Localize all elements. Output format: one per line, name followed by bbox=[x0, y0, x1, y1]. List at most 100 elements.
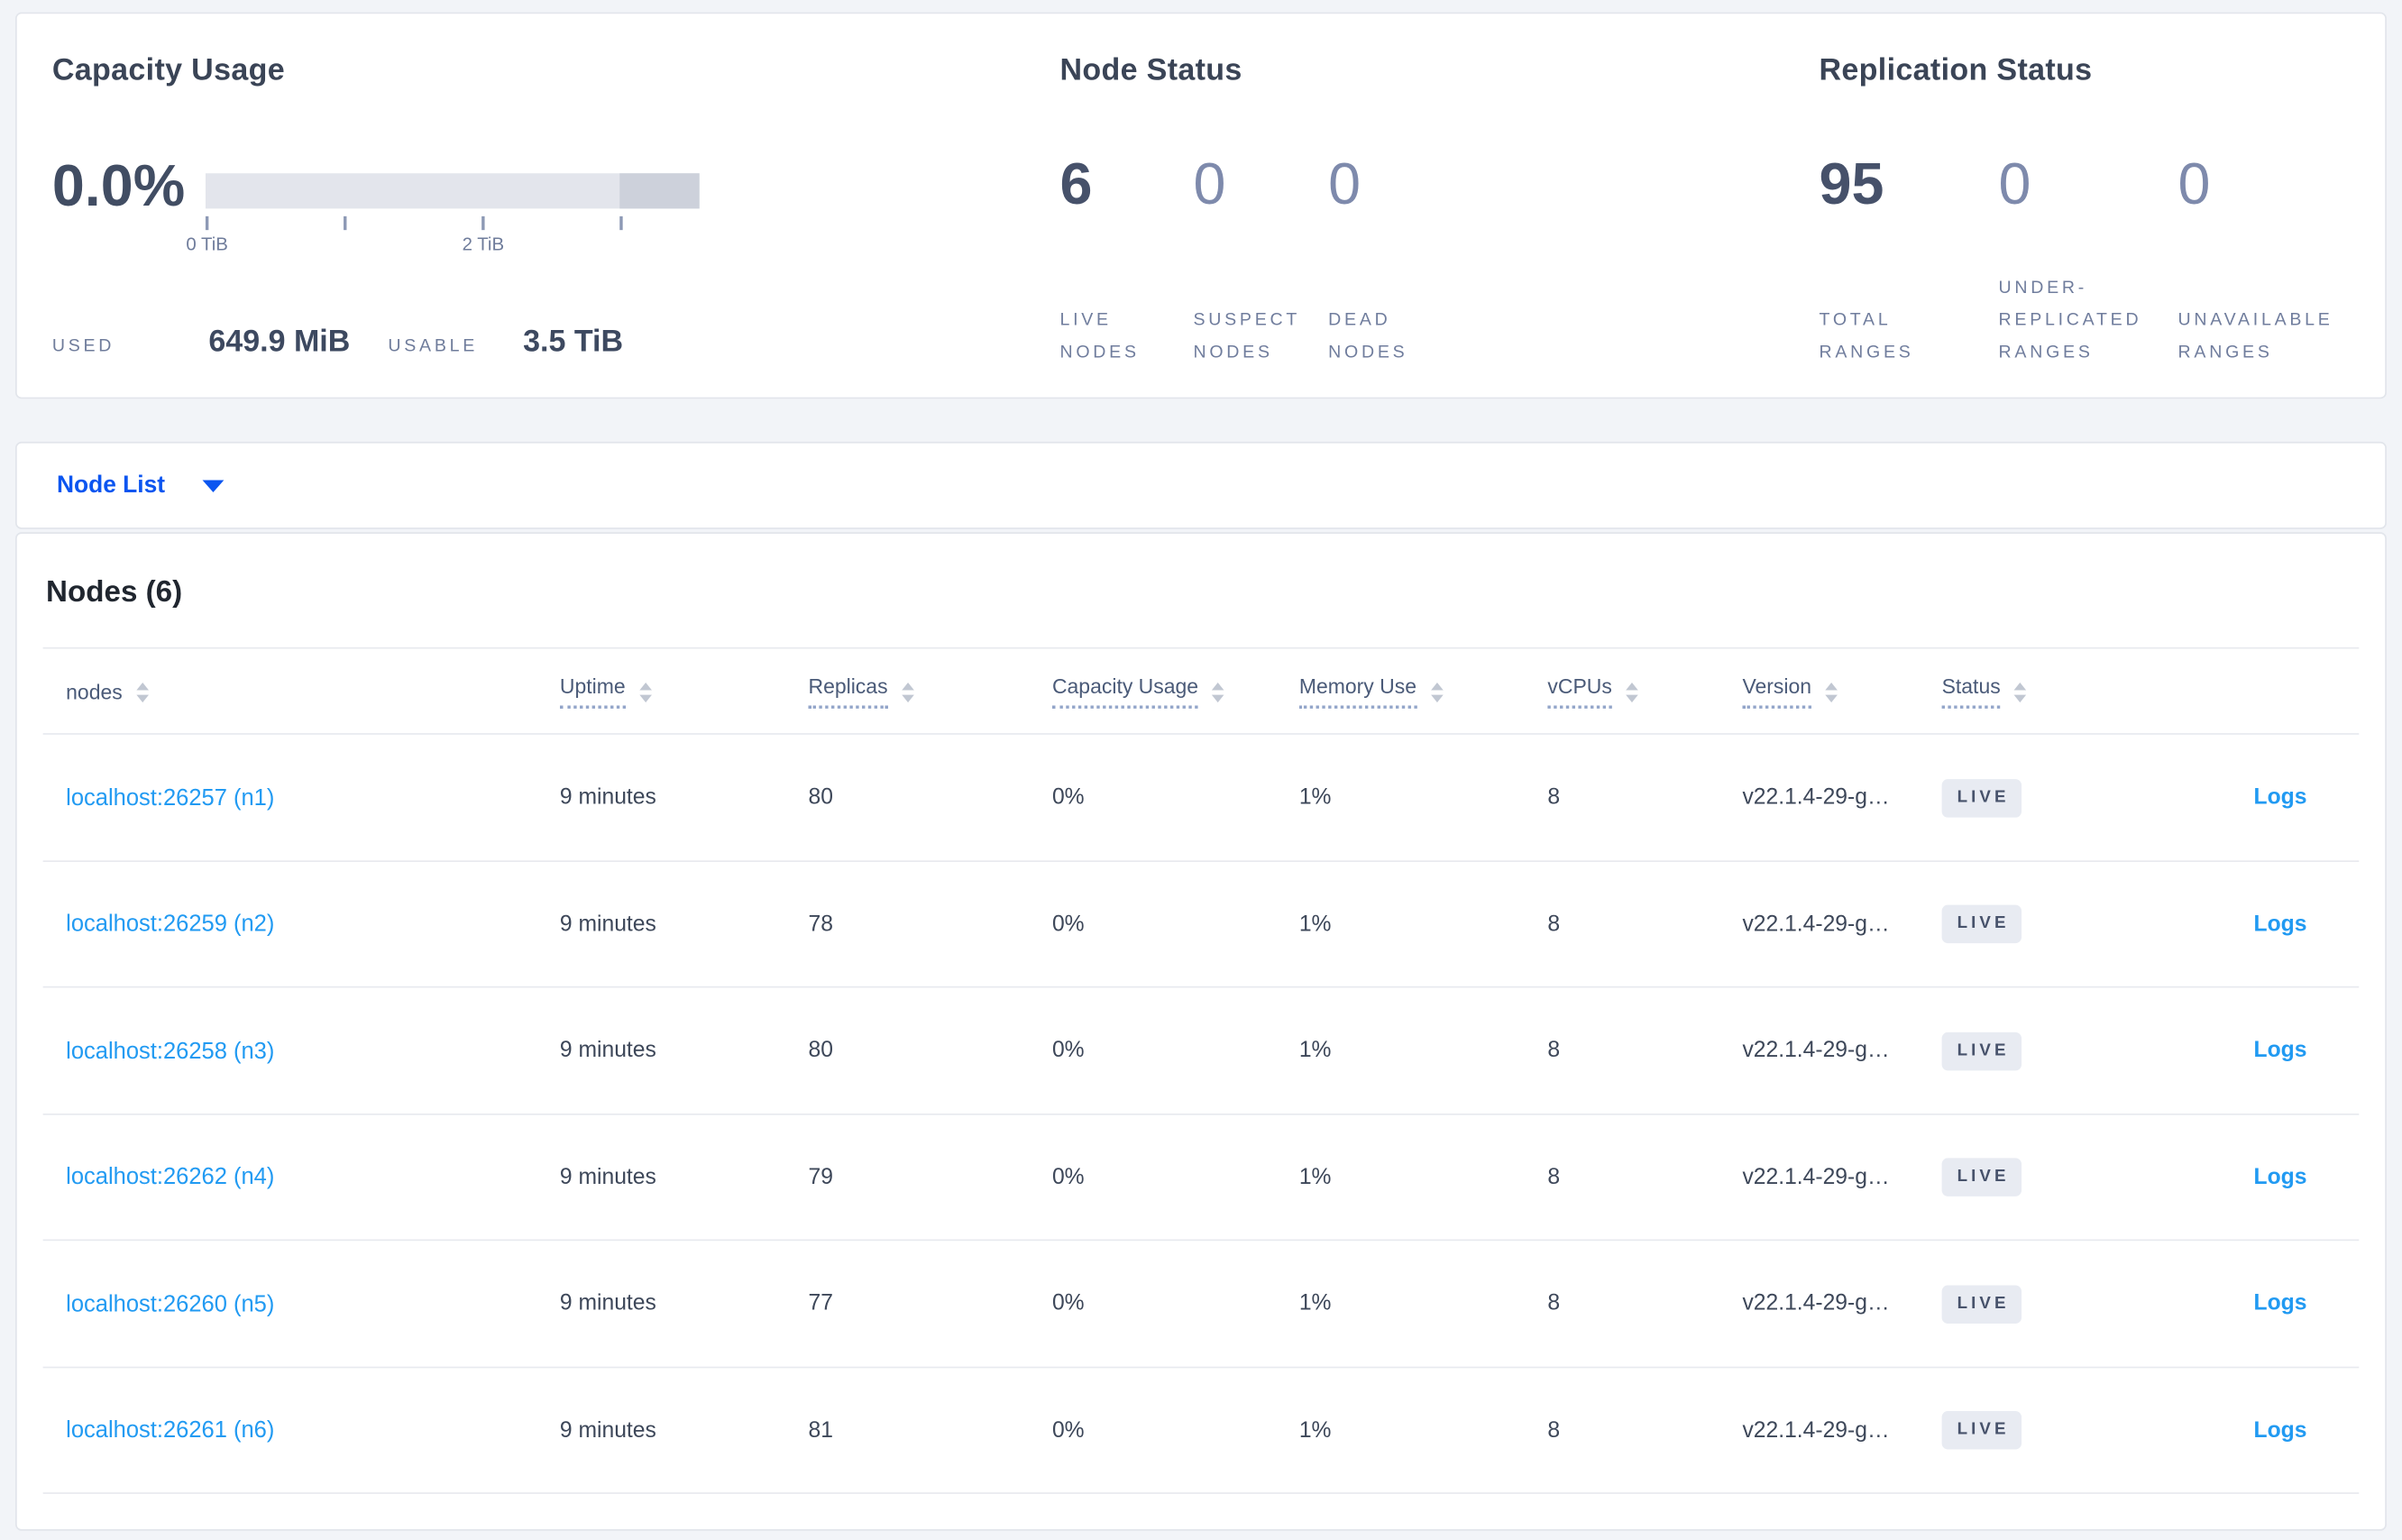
capacity-usage-bar bbox=[205, 173, 700, 209]
status-badge: LIVE bbox=[1941, 778, 2022, 818]
replicas-cell: 79 bbox=[808, 1165, 833, 1190]
replicas-cell: 81 bbox=[808, 1418, 833, 1444]
unavailable-ranges-label: UNAVAILABLE RANGES bbox=[2177, 311, 2333, 362]
memory-use-cell: 1% bbox=[1298, 785, 1332, 811]
live-nodes-label: LIVE NODES bbox=[1059, 311, 1140, 362]
under-replicated-ranges-count: 0 bbox=[1998, 153, 2031, 218]
sort-icon bbox=[136, 682, 149, 702]
sort-icon bbox=[2014, 682, 2027, 702]
column-header-uptime[interactable]: Uptime bbox=[559, 674, 809, 709]
live-nodes-count: 6 bbox=[1059, 153, 1093, 218]
capacity-usage-title: Capacity Usage bbox=[51, 53, 286, 87]
uptime-cell: 9 minutes bbox=[559, 1165, 656, 1190]
axis-tick bbox=[619, 215, 623, 231]
memory-use-cell: 1% bbox=[1298, 1039, 1332, 1064]
capacity-usage-cell: 0% bbox=[1051, 912, 1085, 937]
status-cell: LIVE bbox=[1941, 1031, 2172, 1070]
node-address-link[interactable]: localhost:26259 (n2) bbox=[66, 911, 275, 938]
vcpus-cell: 8 bbox=[1547, 1291, 1561, 1316]
live-nodes-stat: 6 LIVE NODES bbox=[1059, 153, 1136, 370]
memory-use-cell: 1% bbox=[1298, 912, 1332, 937]
column-header-status[interactable]: Status bbox=[1941, 674, 2172, 709]
used-value: 649.9 MiB bbox=[208, 325, 351, 360]
logs-link[interactable]: Logs bbox=[2253, 1165, 2307, 1190]
logs-link[interactable]: Logs bbox=[2253, 1039, 2307, 1064]
version-cell: v22.1.4-29-g… bbox=[1742, 785, 1890, 811]
node-address-link[interactable]: localhost:26258 (n3) bbox=[66, 1038, 275, 1065]
suspect-nodes-count: 0 bbox=[1193, 153, 1226, 218]
capacity-usage-cell: 0% bbox=[1051, 1039, 1085, 1064]
uptime-cell: 9 minutes bbox=[559, 1039, 656, 1064]
dead-nodes-count: 0 bbox=[1328, 153, 1361, 218]
usable-label: USABLE bbox=[388, 337, 479, 356]
logs-link[interactable]: Logs bbox=[2253, 912, 2307, 937]
column-header-replicas[interactable]: Replicas bbox=[808, 674, 1051, 709]
column-header-version[interactable]: Version bbox=[1742, 674, 1941, 709]
vcpus-cell: 8 bbox=[1547, 1165, 1561, 1190]
sort-icon bbox=[1212, 682, 1225, 702]
column-header-nodes[interactable]: nodes bbox=[17, 680, 560, 703]
view-selector-dropdown[interactable]: Node List bbox=[57, 444, 224, 528]
logs-link[interactable]: Logs bbox=[2253, 1291, 2307, 1316]
sort-icon bbox=[1626, 682, 1638, 702]
memory-use-cell: 1% bbox=[1298, 1165, 1332, 1190]
table-row: localhost:26258 (n3) 9 minutes 80 0% 1% … bbox=[17, 988, 2385, 1114]
suspect-nodes-label: SUSPECT NODES bbox=[1193, 311, 1301, 362]
nodes-panel: Nodes (6) nodes Uptime Replicas Capacity… bbox=[15, 532, 2387, 1531]
status-badge: LIVE bbox=[1941, 905, 2022, 944]
replication-status-title: Replication Status bbox=[1819, 53, 2093, 87]
unavailable-ranges-count: 0 bbox=[2177, 153, 2211, 218]
table-row: localhost:26257 (n1) 9 minutes 80 0% 1% … bbox=[17, 735, 2385, 861]
logs-link[interactable]: Logs bbox=[2253, 785, 2307, 811]
under-replicated-ranges-label: UNDER- REPLICATED RANGES bbox=[1998, 279, 2142, 362]
node-address-link[interactable]: localhost:26261 (n6) bbox=[66, 1417, 275, 1444]
version-cell: v22.1.4-29-g… bbox=[1742, 1418, 1890, 1444]
axis-tick bbox=[205, 215, 209, 231]
logs-link[interactable]: Logs bbox=[2253, 1418, 2307, 1444]
node-address-link[interactable]: localhost:26260 (n5) bbox=[66, 1290, 275, 1317]
status-badge: LIVE bbox=[1941, 1158, 2022, 1197]
version-cell: v22.1.4-29-g… bbox=[1742, 1291, 1890, 1316]
version-cell: v22.1.4-29-g… bbox=[1742, 1165, 1890, 1190]
status-cell: LIVE bbox=[1941, 1158, 2172, 1197]
table-row: localhost:26260 (n5) 9 minutes 77 0% 1% … bbox=[17, 1241, 2385, 1367]
column-header-memory-use[interactable]: Memory Use bbox=[1298, 674, 1548, 709]
status-cell: LIVE bbox=[1941, 778, 2172, 818]
node-address-link[interactable]: localhost:26257 (n1) bbox=[66, 784, 275, 811]
status-cell: LIVE bbox=[1941, 905, 2172, 944]
replicas-cell: 80 bbox=[808, 1039, 833, 1064]
axis-tick-label: 0 TiB bbox=[186, 233, 228, 255]
sort-icon bbox=[1825, 682, 1838, 702]
column-header-capacity-usage[interactable]: Capacity Usage bbox=[1051, 674, 1299, 709]
chevron-down-icon bbox=[201, 479, 224, 492]
table-row: localhost:26259 (n2) 9 minutes 78 0% 1% … bbox=[17, 861, 2385, 987]
dead-nodes-label: DEAD NODES bbox=[1328, 311, 1408, 362]
vcpus-cell: 8 bbox=[1547, 785, 1561, 811]
node-address-link[interactable]: localhost:26262 (n4) bbox=[66, 1164, 275, 1191]
sort-icon bbox=[1430, 682, 1443, 702]
nodes-panel-header: Nodes (6) bbox=[17, 534, 2385, 649]
status-cell: LIVE bbox=[1941, 1285, 2172, 1324]
capacity-usage-cell: 0% bbox=[1051, 1418, 1085, 1444]
node-status-title: Node Status bbox=[1059, 53, 1242, 87]
status-badge: LIVE bbox=[1941, 1285, 2022, 1324]
view-selector-label: Node List bbox=[56, 472, 166, 499]
axis-tick-label: 2 TiB bbox=[462, 233, 505, 255]
axis-tick bbox=[344, 215, 347, 231]
status-badge: LIVE bbox=[1941, 1031, 2022, 1070]
replicas-cell: 80 bbox=[808, 785, 833, 811]
status-cell: LIVE bbox=[1941, 1411, 2172, 1450]
dead-nodes-stat: 0 DEAD NODES bbox=[1328, 153, 1405, 370]
nodes-table-header-row: nodes Uptime Replicas Capacity Usage Mem… bbox=[17, 649, 2385, 735]
version-cell: v22.1.4-29-g… bbox=[1742, 1039, 1890, 1064]
vcpus-cell: 8 bbox=[1547, 1039, 1561, 1064]
cluster-summary-card: Capacity Usage 0.0% 0 TiB 2 TiB USED 649… bbox=[15, 12, 2387, 399]
uptime-cell: 9 minutes bbox=[559, 1291, 656, 1316]
column-header-vcpus[interactable]: vCPUs bbox=[1547, 674, 1742, 709]
uptime-cell: 9 minutes bbox=[559, 1418, 656, 1444]
capacity-usage-cell: 0% bbox=[1051, 785, 1085, 811]
memory-use-cell: 1% bbox=[1298, 1291, 1332, 1316]
capacity-bar-reserved-segment bbox=[619, 173, 700, 209]
usable-value: 3.5 TiB bbox=[523, 325, 624, 360]
